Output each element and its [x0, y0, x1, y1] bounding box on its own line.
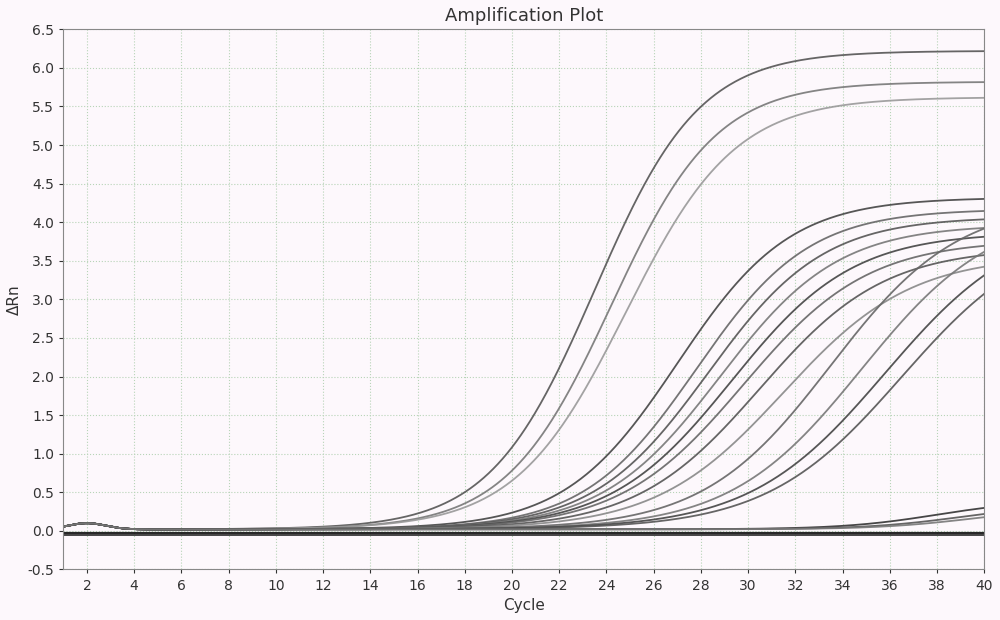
- X-axis label: Cycle: Cycle: [503, 598, 545, 613]
- Title: Amplification Plot: Amplification Plot: [445, 7, 603, 25]
- Y-axis label: ΔRn: ΔRn: [7, 284, 22, 315]
